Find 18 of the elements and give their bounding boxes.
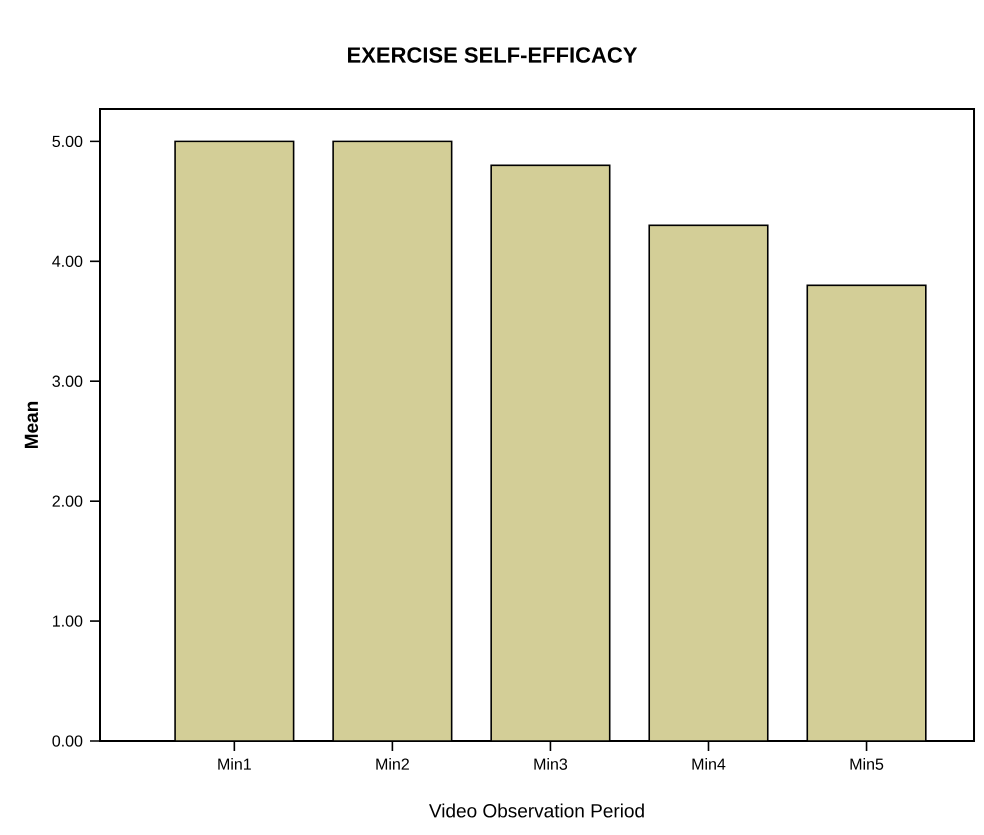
bar	[175, 141, 294, 742]
y-tick-label: 2.00	[52, 495, 82, 507]
y-tick-label: 1.00	[53, 615, 82, 627]
x-tick-label: Min1	[218, 758, 251, 770]
y-tick-label: 5.00	[52, 136, 82, 148]
chart-title: EXERCISE SELF-EFFICACY	[348, 47, 638, 63]
y-tick-label: 0.00	[52, 735, 82, 747]
x-tick-label: Min2	[376, 758, 409, 770]
x-tick-label: Min3	[534, 758, 568, 770]
y-tick-label: 3.00	[52, 376, 82, 387]
x-axis-title: Video Observation Period	[429, 804, 644, 818]
bar	[333, 141, 452, 742]
bar	[649, 225, 768, 742]
y-tick-label: 4.00	[52, 256, 82, 267]
bar	[491, 165, 610, 742]
y-axis-title: Mean	[24, 402, 38, 448]
x-tick-label: Min4	[692, 758, 726, 770]
x-tick-label: Min5	[850, 758, 884, 770]
